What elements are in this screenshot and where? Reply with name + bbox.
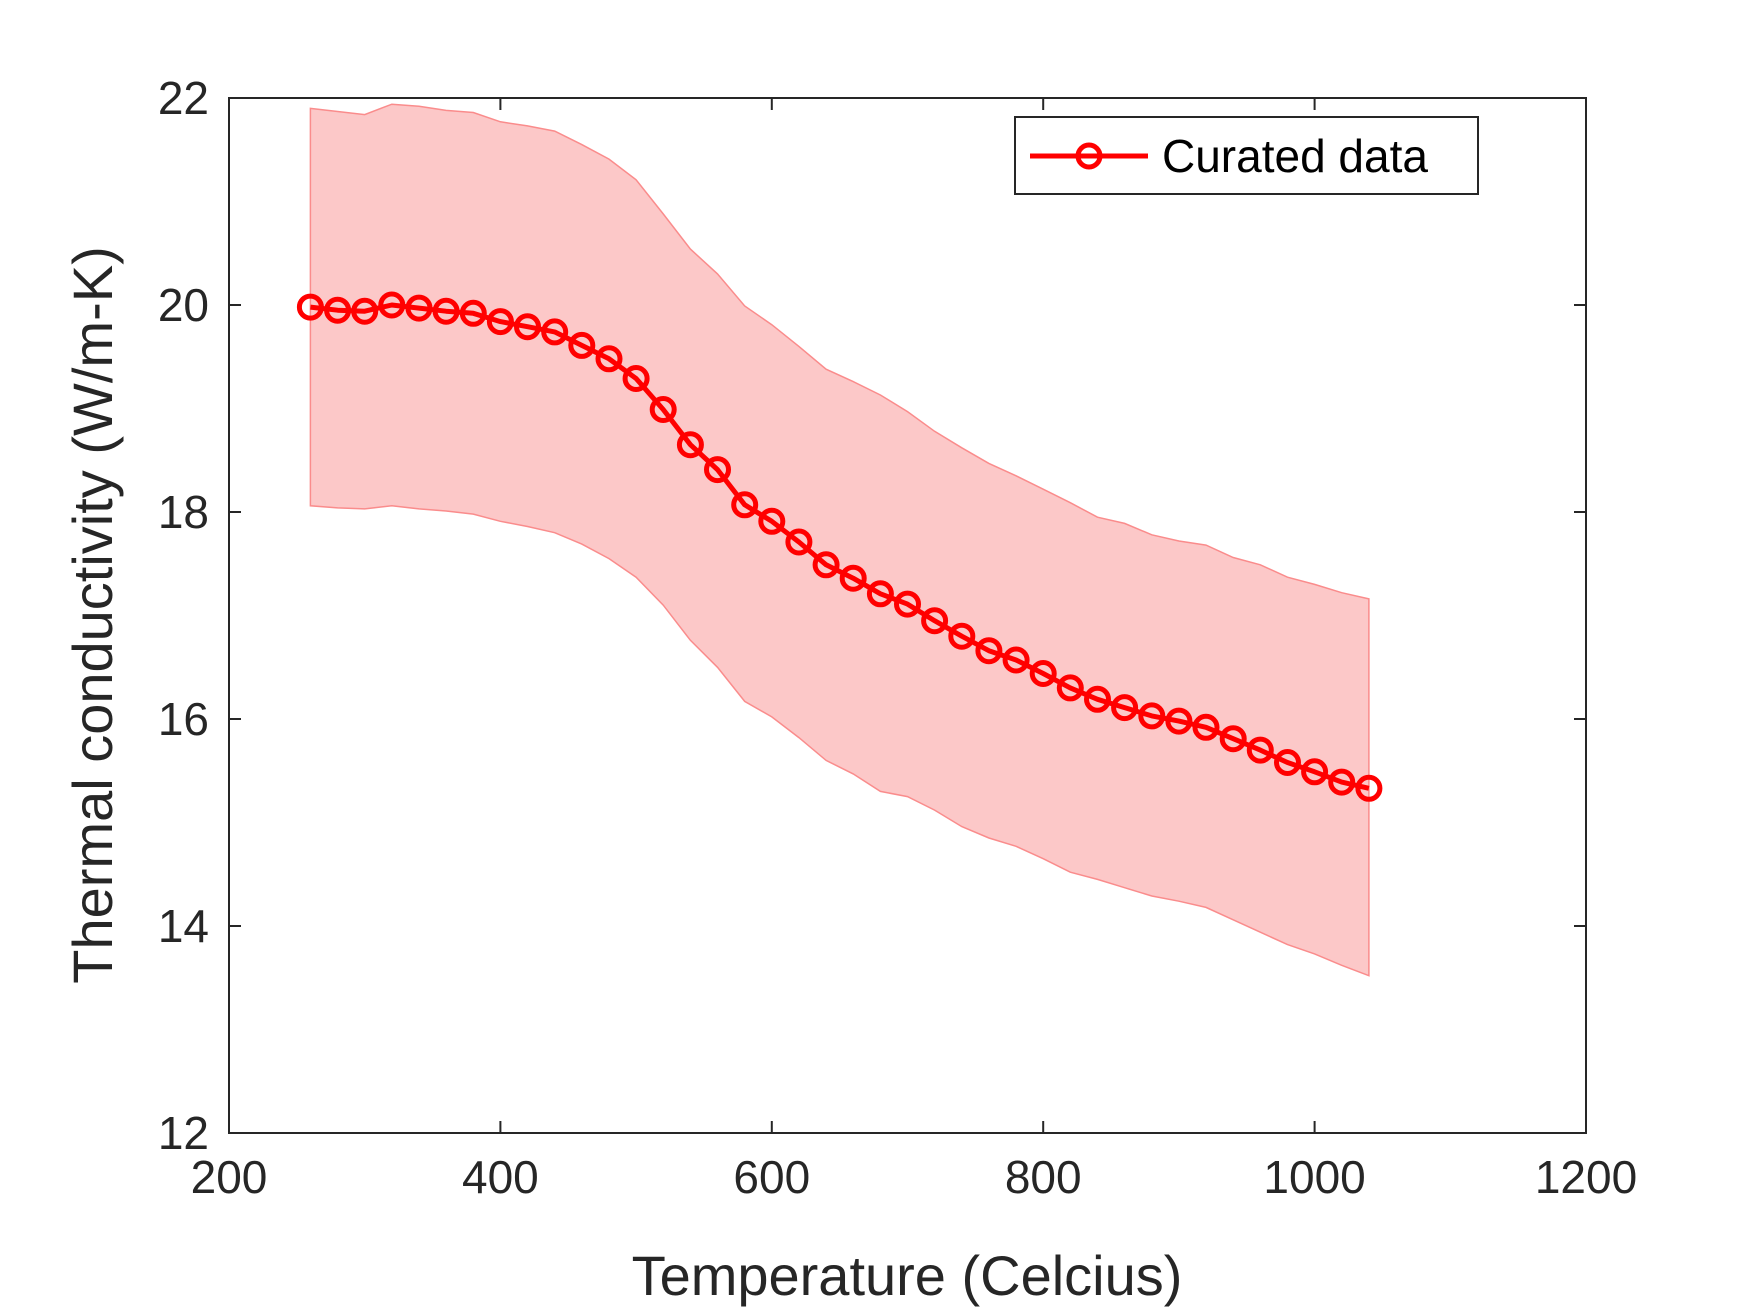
legend-label: Curated data	[1162, 130, 1428, 182]
data-point	[1274, 749, 1301, 776]
data-point	[622, 365, 650, 392]
data-point	[1111, 694, 1139, 722]
data-point	[1246, 736, 1274, 764]
data-point	[1138, 702, 1166, 730]
x-tick-label: 600	[733, 1151, 810, 1203]
data-point	[432, 297, 460, 325]
x-tick-label: 1000	[1263, 1151, 1365, 1203]
data-point	[975, 637, 1003, 665]
data-point	[812, 551, 840, 579]
data-point	[894, 590, 921, 618]
x-tick-label: 200	[191, 1151, 268, 1203]
y-tick-label: 12	[158, 1107, 209, 1159]
data-point	[568, 331, 596, 359]
data-point	[459, 299, 487, 327]
y-tick-label: 20	[158, 279, 209, 331]
data-point	[1219, 725, 1247, 753]
data-point	[1328, 768, 1356, 796]
data-point	[676, 431, 704, 459]
data-point	[1355, 774, 1383, 802]
tick-labels: 200 400 600 800 1000 1200 12 14 16 18 20 22	[158, 72, 1637, 1203]
y-axis-label: Thermal conductivity (W/m-K)	[61, 246, 124, 983]
data-point	[378, 291, 406, 319]
data-point	[1029, 660, 1057, 687]
uncertainty-band	[309, 103, 1370, 977]
data-point	[866, 580, 894, 608]
axes-box	[228, 97, 1587, 1134]
data-point	[296, 293, 324, 321]
data-point	[785, 528, 813, 556]
data-point	[595, 345, 623, 373]
data-point	[1002, 646, 1030, 674]
x-axis-label: Temperature (Celcius)	[632, 1244, 1183, 1307]
data-point	[921, 607, 949, 635]
data-point	[731, 491, 759, 519]
series-line-curated-data	[310, 302, 1370, 791]
legend-marker-sample	[1075, 142, 1103, 170]
y-tick-label: 18	[158, 486, 209, 538]
data-point	[839, 564, 867, 592]
plot-area	[296, 103, 1383, 977]
data-point	[1056, 674, 1084, 702]
legend: Curated data	[1014, 116, 1479, 195]
data-point	[704, 456, 731, 484]
x-tick-label: 800	[1005, 1151, 1082, 1203]
data-point	[324, 296, 352, 324]
x-tick-label: 400	[462, 1151, 539, 1203]
data-point	[351, 297, 379, 325]
y-tick-label: 14	[158, 900, 209, 952]
data-point	[514, 313, 541, 341]
data-point	[1084, 685, 1111, 713]
data-point	[948, 622, 976, 650]
data-point	[758, 507, 786, 535]
y-tick-label: 16	[158, 693, 209, 745]
data-point	[405, 294, 433, 322]
data-point	[649, 396, 677, 423]
data-point	[1301, 758, 1329, 786]
data-point	[541, 318, 569, 346]
data-point	[486, 308, 514, 336]
x-tick-label: 1200	[1535, 1151, 1637, 1203]
y-tick-label: 22	[158, 72, 209, 124]
data-point	[1165, 707, 1193, 735]
data-point	[1192, 713, 1220, 741]
